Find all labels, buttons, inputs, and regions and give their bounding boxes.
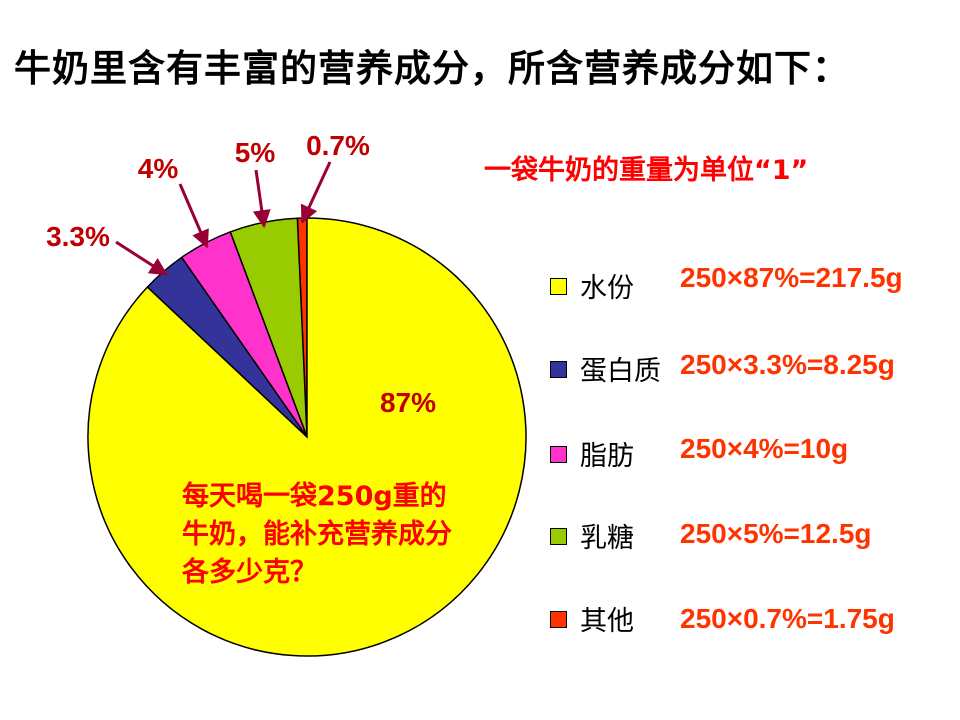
question-text: 每天喝一袋250g重的牛奶，能补充营养成分各多少克？ (182, 481, 452, 588)
legend-label-water: 水份 (580, 273, 634, 304)
calc-water: 250×87%=217.5g (680, 262, 903, 293)
legend-swatch-lactose (550, 528, 567, 545)
legend-label-fat: 脂肪 (580, 441, 634, 472)
pct-label-lactose: 5% (235, 137, 276, 168)
callout-arrow-lactose (252, 169, 271, 229)
page-title: 牛奶里含有丰富的营养成分，所含营养成分如下： (14, 47, 850, 90)
callout-arrow-fat (178, 183, 209, 249)
pct-label-other: 0.7% (306, 130, 370, 161)
legend-swatch-other (550, 611, 567, 628)
unit-note: 一袋牛奶的重量为单位“1” (484, 155, 809, 186)
pct-label-protein: 3.3% (46, 221, 110, 252)
legend-swatch-fat (550, 446, 567, 463)
pct-label-fat: 4% (138, 153, 179, 184)
calc-lactose: 250×5%=12.5g (680, 518, 872, 549)
calc-protein: 250×3.3%=8.25g (680, 349, 895, 380)
callout-arrow-other (300, 161, 332, 224)
calc-other: 250×0.7%=1.75g (680, 603, 895, 634)
pct-label-water: 87% (380, 387, 436, 418)
callout-arrow-protein (115, 240, 168, 276)
legend-swatch-water (550, 278, 567, 295)
legend-label-protein: 蛋白质 (580, 356, 661, 387)
legend-label-other: 其他 (580, 606, 634, 637)
legend-label-lactose: 乳糖 (580, 523, 634, 554)
calc-fat: 250×4%=10g (680, 433, 849, 464)
pie-slice-water (87, 217, 527, 657)
legend-swatch-protein (550, 361, 567, 378)
